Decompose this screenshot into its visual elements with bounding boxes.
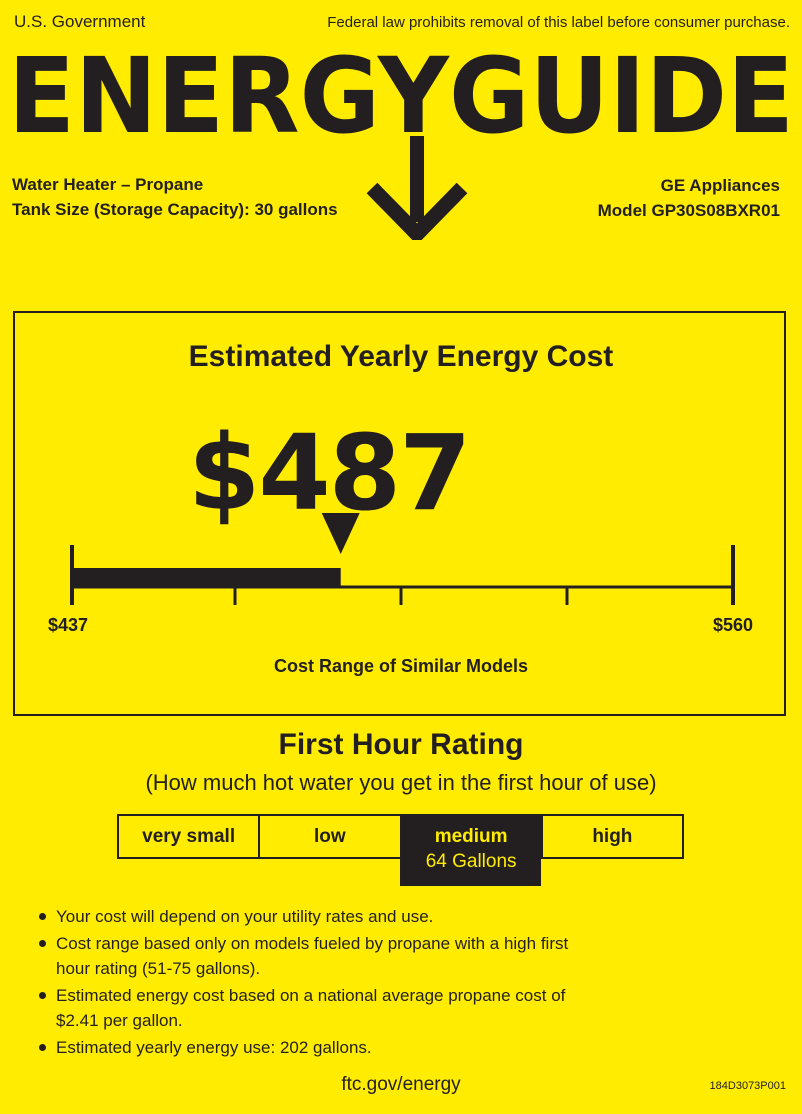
federal-notice: Federal law prohibits removal of this la…	[327, 14, 790, 31]
note-item: Estimated energy cost based on a nationa…	[36, 983, 596, 1033]
rating-label: low	[314, 826, 346, 847]
product-type: Water Heater – Propane	[12, 175, 204, 194]
note-item: Your cost will depend on your utility ra…	[36, 904, 596, 929]
manufacturer-info: GE Appliances Model GP30S08BXR01	[598, 173, 780, 223]
first-hour-title: First Hour Rating	[278, 728, 524, 761]
cost-range-scale	[70, 513, 735, 605]
logo-text: ENERGYGUIDE	[8, 40, 794, 157]
model-number: Model GP30S08BXR01	[597, 201, 780, 220]
down-arrow-icon	[366, 136, 468, 240]
range-min-label: $437	[48, 615, 89, 635]
product-info: Water Heater – Propane Tank Size (Storag…	[12, 172, 338, 222]
first-hour-rating-scale: very small low medium 64 Gallons high	[117, 814, 684, 886]
range-max-label: $560	[712, 615, 753, 635]
government-label: U.S. Government	[14, 12, 146, 31]
rating-label: very small	[142, 826, 236, 847]
rating-medium-selected: medium 64 Gallons	[399, 816, 541, 886]
energy-cost-panel	[13, 311, 786, 716]
energyguide-logo: ENERGYGUIDE	[8, 40, 794, 240]
tank-size: Tank Size (Storage Capacity): 30 gallons	[12, 200, 338, 219]
brand-name: GE Appliances	[660, 176, 780, 195]
ftc-link[interactable]: ftc.gov/energy	[341, 1074, 461, 1095]
note-item: Estimated yearly energy use: 202 gallons…	[36, 1035, 596, 1060]
rating-low: low	[258, 816, 399, 857]
label-code: 184D3073P001	[709, 1080, 786, 1092]
first-hour-subtitle: (How much hot water you get in the first…	[145, 770, 657, 795]
rating-label: medium	[434, 826, 508, 847]
rating-label: high	[592, 826, 633, 847]
notes-list: Your cost will depend on your utility ra…	[36, 904, 596, 1062]
rating-high: high	[540, 816, 682, 857]
note-item: Cost range based only on models fueled b…	[36, 931, 596, 981]
range-caption: Cost Range of Similar Models	[273, 656, 529, 676]
cost-fill-bar	[72, 568, 341, 588]
rating-gallons: 64 Gallons	[425, 851, 517, 872]
rating-very-small: very small	[119, 816, 258, 857]
cost-marker-icon	[321, 513, 360, 554]
cost-title: Estimated Yearly Energy Cost	[188, 340, 614, 373]
